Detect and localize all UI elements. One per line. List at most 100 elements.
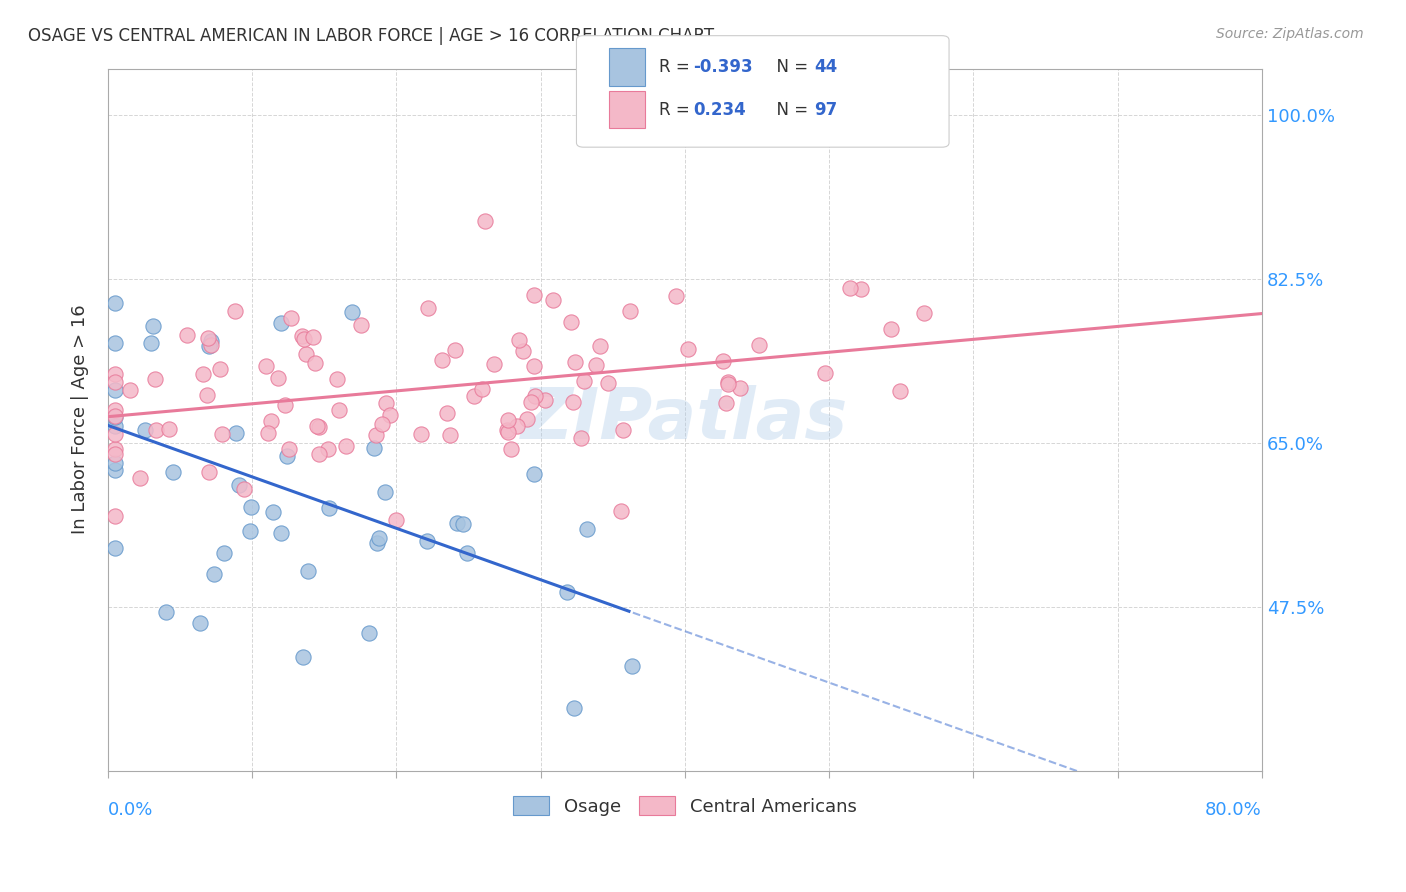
Point [378,408,401,422]
Text: Source: ZipAtlas.com: Source: ZipAtlas.com [1216,27,1364,41]
Point [104,402,127,417]
Point [385,513,408,527]
Point [198,339,221,353]
Point [523,287,546,301]
Point [335,439,357,453]
Point [104,410,127,425]
Point [104,442,127,456]
Text: 97: 97 [814,101,838,119]
Point [665,289,688,303]
Point [316,442,339,457]
Point [357,626,380,640]
Text: 44: 44 [814,58,838,76]
Point [523,467,546,482]
Point [482,357,505,371]
Point [139,336,162,351]
Point [534,393,557,408]
Point [912,305,935,319]
Point [463,389,485,403]
Point [297,564,319,578]
Point [134,423,156,437]
Point [200,334,222,348]
Point [326,372,349,386]
Point [879,322,901,336]
Point [211,426,233,441]
Point [270,525,292,540]
Point [612,424,634,438]
Point [176,328,198,343]
Point [118,383,141,397]
Point [104,376,127,390]
Point [157,422,180,436]
Point [589,339,612,353]
Point [621,659,644,673]
Point [267,371,290,385]
Point [596,376,619,390]
Point [371,417,394,431]
Point [411,427,433,442]
Point [155,605,177,619]
Point [474,214,496,228]
Point [416,301,439,315]
Text: -0.393: -0.393 [693,58,752,76]
Point [496,425,519,439]
Point [294,347,316,361]
Point [260,414,283,428]
Point [270,316,292,330]
Point [104,295,127,310]
Point [104,427,127,442]
Point [104,509,127,524]
Point [619,303,641,318]
Point [368,531,391,545]
Point [328,402,350,417]
Text: R =: R = [659,58,696,76]
Text: OSAGE VS CENTRAL AMERICAN IN LABOR FORCE | AGE > 16 CORRELATION CHART: OSAGE VS CENTRAL AMERICAN IN LABOR FORCE… [28,27,714,45]
Point [104,541,127,555]
Point [191,367,214,381]
Point [562,395,585,409]
Point [446,516,468,530]
Point [496,423,519,437]
Point [198,465,221,479]
Point [291,650,314,665]
Point [839,281,862,295]
Point [274,398,297,412]
Point [143,372,166,386]
Point [366,428,388,442]
Point [307,419,329,434]
Point [363,441,385,455]
Point [145,423,167,437]
Point [711,353,734,368]
Point [291,329,314,343]
Point [262,504,284,518]
Point [104,463,127,477]
Point [374,395,396,409]
Text: N =: N = [766,101,814,119]
Point [748,338,770,352]
Point [202,566,225,581]
Point [292,332,315,346]
Point [104,409,127,424]
Point [562,701,585,715]
Point [302,330,325,344]
Point [318,501,340,516]
Point [609,504,631,518]
Point [443,343,465,357]
Point [197,331,219,345]
Point [523,359,546,373]
Point [233,482,256,496]
Point [814,366,837,380]
Point [436,406,458,420]
Text: 0.0%: 0.0% [108,801,153,819]
Point [104,383,127,397]
Point [276,449,298,463]
Point [350,318,373,332]
Point [575,522,598,536]
Point [224,303,246,318]
Text: R =: R = [659,101,696,119]
Point [195,388,218,402]
Text: 0.234: 0.234 [693,101,747,119]
Point [254,359,277,374]
Text: ZIPatlas: ZIPatlas [522,385,849,454]
Point [228,478,250,492]
